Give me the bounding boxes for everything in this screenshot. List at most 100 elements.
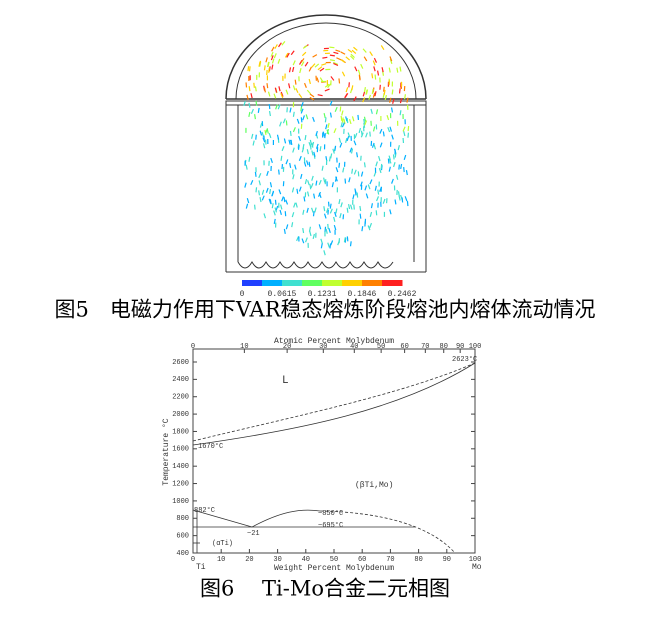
vector [339,138,340,143]
vector [293,112,294,117]
vector [284,138,285,143]
vector [249,86,250,91]
vector [341,202,342,207]
vector [304,162,305,167]
left-element: Ti [196,563,206,572]
x-tick-label: 50 [330,556,338,564]
label-gap-top: ~850°C [318,509,343,518]
vector [274,219,275,224]
vector [260,123,261,128]
vector [374,126,375,131]
vector [281,156,282,161]
vector [339,78,340,83]
vector [248,66,249,71]
vector [357,152,358,157]
x-tick-label: 80 [414,556,422,564]
vector [363,92,364,97]
vector [255,172,256,177]
vector [349,204,350,209]
vector [365,87,366,92]
vector [330,243,331,248]
x-tick-label: 10 [217,556,225,564]
vector [312,176,313,181]
vector [307,149,308,154]
vector [343,167,344,172]
vector [347,208,348,213]
vector [310,231,311,236]
vector [342,111,343,116]
vector [279,43,282,47]
vector [294,203,296,208]
vector [278,59,280,64]
y-tick-label: 2400 [172,376,189,384]
vector [315,64,319,67]
y-tick-label: 1800 [172,428,189,436]
vector [331,76,334,80]
x-tick-label: 90 [443,556,451,564]
vector [284,197,285,202]
vector [342,118,343,123]
vector [260,197,261,202]
vector [362,226,363,231]
vector [299,187,301,192]
vector [272,59,273,64]
label-beta: (βTi,Mo) [355,481,393,490]
vector [277,135,278,140]
vector [340,143,342,148]
vector [290,108,291,113]
vector [292,188,293,193]
top-tick-label: 20 [283,343,291,351]
vector [247,198,248,203]
vector [364,57,367,61]
vector [331,240,333,245]
vector [302,52,306,55]
vector [384,90,385,95]
vector [295,165,296,170]
vector [383,131,384,136]
vector [324,113,325,118]
vector [348,49,352,52]
top-tick-label: 40 [350,343,358,351]
vector [297,119,299,124]
vector [254,83,255,88]
vector [347,118,348,123]
y-tick-label: 400 [176,550,189,558]
vector [299,94,302,98]
vector [312,64,315,68]
vector [305,179,306,184]
vector [392,135,393,140]
vector [266,57,267,62]
vector [325,179,326,184]
vector [400,88,401,93]
vector [404,167,405,172]
vector [259,190,260,195]
vector [262,196,264,201]
vector [293,85,295,90]
solidus [193,363,475,445]
vector [406,170,407,175]
vector [301,102,303,107]
vector [289,83,290,88]
vector [330,204,331,209]
top-tick-label: 80 [440,343,448,351]
vector [352,50,356,53]
vector [272,203,273,208]
vector [264,87,265,92]
vector [389,167,390,172]
vector [291,51,294,55]
vector [390,209,391,214]
vector [334,225,336,230]
vector [325,117,326,122]
vector [330,60,335,61]
top-tick-label: 100 [469,343,482,351]
vector [403,127,405,132]
vector [289,140,290,145]
vector [286,120,287,125]
vector [307,208,308,213]
vector [352,116,353,121]
vector [274,211,276,216]
label-ti-transus: 882°C [194,506,215,515]
vector [366,194,367,199]
vector [374,58,376,63]
vector [266,188,268,193]
